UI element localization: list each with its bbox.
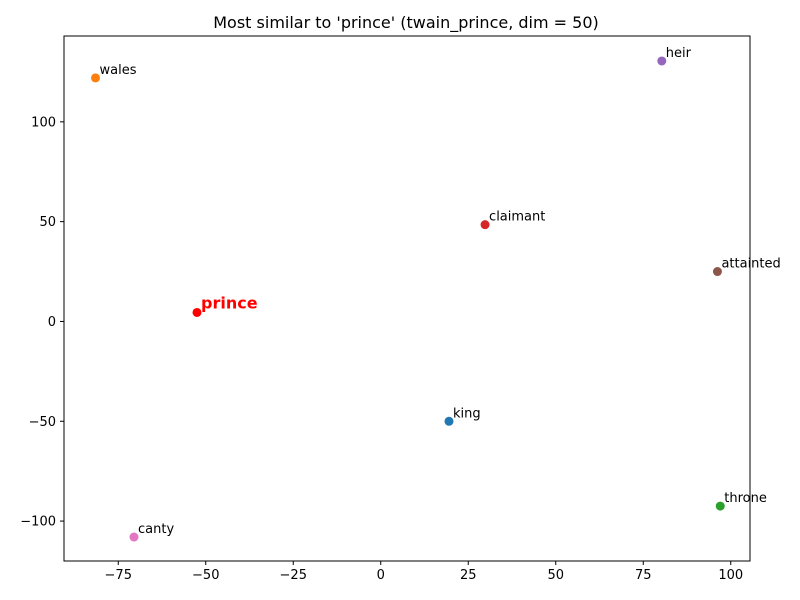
point-label-attainted: attainted <box>721 257 780 272</box>
point-label-heir: heir <box>666 46 692 61</box>
point-label-canty: canty <box>138 522 174 537</box>
point-heir <box>657 56 667 66</box>
y-tick-label: −50 <box>29 415 56 430</box>
plot-area: king wales throne claimant heir attainted cant… <box>91 46 781 542</box>
point-label-king: king <box>453 406 481 421</box>
x-tick-label: 75 <box>635 568 652 583</box>
point-attainted <box>712 267 722 277</box>
x-tick-label: −25 <box>280 568 307 583</box>
point-label-wales: wales <box>100 63 137 78</box>
y-tick-label: 50 <box>39 215 56 230</box>
point-wales <box>91 73 100 83</box>
x-tick-label: −50 <box>192 568 219 583</box>
point-claimant <box>480 220 490 230</box>
y-tick-label: −100 <box>20 515 56 530</box>
x-tick-label: 50 <box>547 568 564 583</box>
y-tick-label: 100 <box>31 115 56 130</box>
y-tick-label: 0 <box>48 315 56 330</box>
point-label-claimant: claimant <box>489 210 545 225</box>
chart-title: Most similar to 'prince' (twain_prince, … <box>213 13 599 33</box>
x-tick-label: 0 <box>377 568 385 583</box>
point-prince <box>192 307 202 317</box>
point-king <box>444 416 454 426</box>
x-tick-label: 100 <box>718 568 743 583</box>
point-throne <box>715 501 725 511</box>
point-label-throne: throne <box>724 491 767 506</box>
x-axis: −75 −50 −25 0 25 50 75 100 <box>105 561 743 583</box>
point-canty <box>129 532 139 542</box>
x-tick-label: −75 <box>105 568 132 583</box>
y-axis: −100 −50 0 50 100 <box>20 115 64 530</box>
axes-frame <box>63 35 751 562</box>
point-label-prince: prince <box>201 293 258 312</box>
x-tick-label: 25 <box>460 568 477 583</box>
